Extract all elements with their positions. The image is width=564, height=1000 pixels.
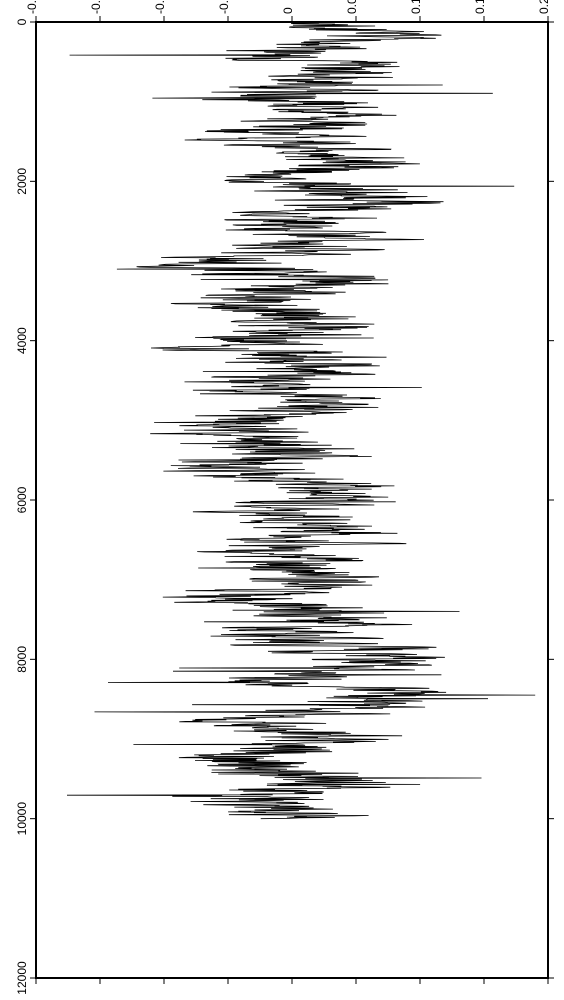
time-tick-label: 0 [15,18,29,25]
amplitude-tick-label: -0.05 [217,0,231,14]
time-tick-label: 6000 [15,486,29,513]
signal-waveform [67,22,535,819]
amplitude-tick-label: 0.1 [409,0,423,14]
time-tick-label: 2000 [15,168,29,195]
waveform-chart: -0.2 -0.15 -0.1 -0.05 0 0.05 0.1 0.15 0.2 0 2000 40… [0,0,564,1000]
amplitude-tick-label: 0.2 [537,0,551,14]
amplitude-tick-label: 0 [281,7,295,14]
amplitude-tick-label: 0.05 [345,0,359,14]
time-tick-label: 8000 [15,646,29,673]
amplitude-tick-label: -0.15 [89,0,103,14]
amplitude-tick-label: 0.15 [473,0,487,14]
time-tick-label: 4000 [15,327,29,354]
amplitude-tick-label: -0.2 [25,0,39,14]
amplitude-tick-label: -0.1 [153,0,167,14]
time-tick-label: 12000 [15,961,29,995]
chart-svg: -0.2 -0.15 -0.1 -0.05 0 0.05 0.1 0.15 0.2 0 2000 40… [0,0,564,1000]
time-tick-label: 10000 [15,802,29,836]
